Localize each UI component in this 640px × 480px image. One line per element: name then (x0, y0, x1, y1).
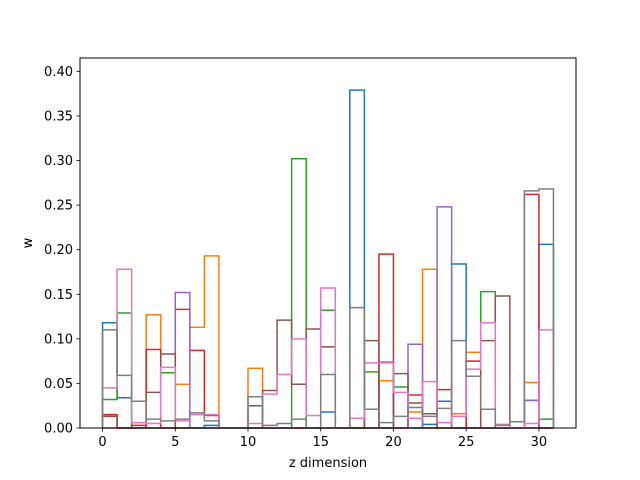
y-tick-label: 0.15 (44, 288, 73, 303)
series-step-3 (101, 193, 554, 429)
x-axis: 0 5 10 15 20 25 30 (98, 428, 547, 450)
x-tick-label: 25 (458, 435, 475, 450)
x-tick-label: 20 (385, 435, 402, 450)
series-step-6 (101, 268, 555, 429)
y-axis: 0.00 0.05 0.10 0.15 0.20 0.25 0.30 0.35 0.40 (44, 65, 80, 437)
x-tick-label: 5 (171, 435, 179, 450)
series-layer (101, 89, 555, 429)
y-tick-label: 0.40 (44, 65, 73, 80)
y-tick-label: 0.00 (44, 422, 73, 437)
series-step-2 (101, 158, 555, 429)
x-tick-label: 0 (98, 435, 106, 450)
y-tick-label: 0.35 (44, 109, 73, 124)
y-tick-label: 0.05 (44, 377, 73, 392)
y-tick-label: 0.30 (44, 154, 73, 169)
series-step-4 (102, 206, 554, 429)
x-tick-label: 15 (312, 435, 329, 450)
series-step-0 (101, 89, 555, 429)
x-tick-label: 10 (240, 435, 257, 450)
y-tick-label: 0.10 (44, 332, 73, 347)
y-tick-label: 0.20 (44, 243, 73, 258)
plot-frame (79, 57, 577, 429)
series-step-5 (101, 295, 554, 429)
x-tick-label: 30 (531, 435, 548, 450)
series-step-1 (101, 255, 554, 429)
x-axis-label: z dimension (289, 456, 367, 471)
series-step-7 (101, 188, 555, 429)
y-tick-label: 0.25 (44, 199, 73, 214)
y-axis-label: w (21, 237, 36, 248)
